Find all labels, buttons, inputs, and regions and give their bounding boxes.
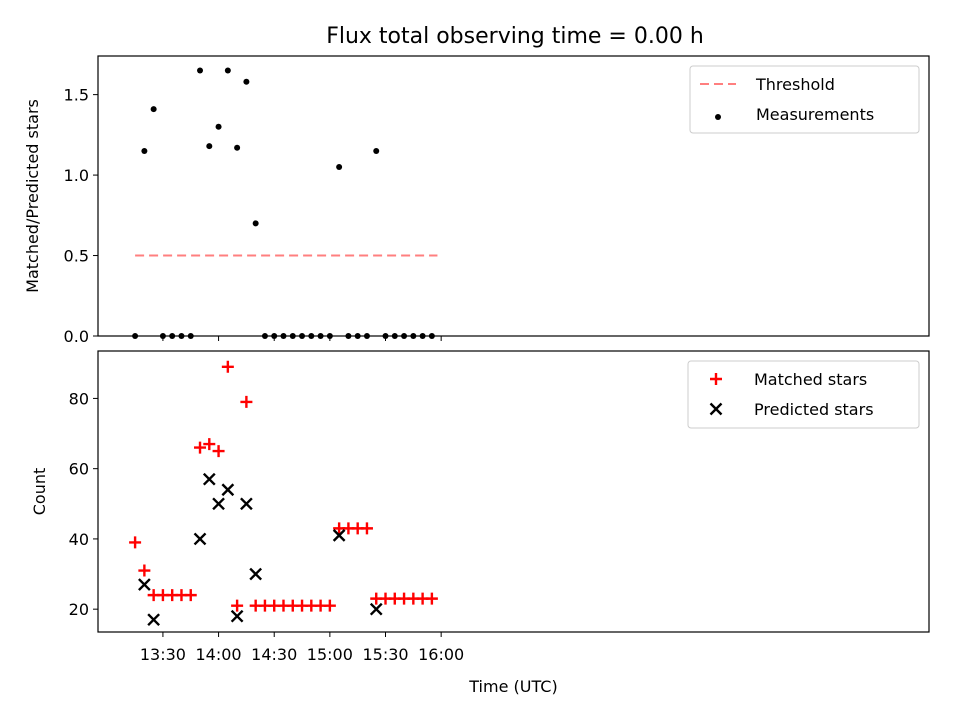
- y-tick-label: 1.5: [64, 86, 89, 105]
- measurement-point: [336, 164, 343, 171]
- measurement-point: [178, 333, 185, 339]
- measurement-point: [428, 333, 435, 339]
- predicted-star-point: [332, 529, 346, 542]
- measurement-point: [243, 78, 250, 85]
- y-axis-label: Matched/Predicted stars: [23, 99, 42, 293]
- measurement-point: [224, 67, 231, 74]
- y-tick-label: 80: [69, 389, 89, 408]
- measurement-point: [410, 333, 417, 339]
- y-tick-label: 40: [69, 530, 89, 549]
- y-tick-label: 1.0: [64, 166, 89, 185]
- legend-matched-swatch: [710, 373, 722, 385]
- x-tick-label: 15:30: [362, 645, 408, 664]
- matched-star-point: [221, 360, 234, 373]
- measurement-point: [391, 333, 398, 339]
- measurement-point: [141, 147, 148, 154]
- legend-measurement-swatch: [715, 114, 721, 120]
- x-tick-label: 14:30: [251, 645, 297, 664]
- x-tick-label: 13:30: [140, 645, 186, 664]
- legend-predicted-swatch: [709, 402, 723, 416]
- legend-box: [689, 65, 920, 134]
- measurement-point: [132, 333, 139, 339]
- legend-label: Matched stars: [754, 370, 867, 389]
- measurement-point: [197, 67, 204, 74]
- matched-star-point: [203, 438, 216, 451]
- predicted-star-point: [230, 609, 244, 623]
- predicted-star-point: [193, 532, 207, 546]
- measurement-point: [363, 333, 370, 339]
- y-tick-label: 0.0: [64, 327, 89, 346]
- measurement-point: [345, 333, 352, 339]
- measurement-point: [401, 333, 408, 339]
- predicted-star-point: [221, 483, 235, 497]
- measurement-point: [382, 333, 389, 339]
- predicted-star-point: [147, 613, 160, 627]
- measurement-point: [215, 123, 222, 130]
- top-subplot: 0.0 0.5 1.0 1.5 Matched/Predicted stars Thres…: [23, 55, 930, 346]
- axes-frame: [97, 55, 930, 337]
- measurement-point: [206, 143, 213, 150]
- measurement-point: [419, 333, 426, 339]
- x-tick-label: 14:00: [196, 645, 242, 664]
- measurement-point: [373, 147, 380, 154]
- measurement-point: [271, 333, 278, 339]
- predicted-star-point: [202, 472, 216, 486]
- matched-star-point: [212, 445, 225, 458]
- x-axis-label: Time (UTC): [468, 677, 557, 696]
- predicted-star-point: [240, 497, 253, 511]
- legend-label: Predicted stars: [754, 400, 874, 419]
- matched-star-point: [425, 592, 438, 605]
- measurement-point: [280, 333, 287, 339]
- matched-star-point: [360, 522, 373, 535]
- measurement-point: [289, 333, 296, 339]
- matched-star-point: [184, 589, 197, 602]
- measurement-point: [234, 144, 241, 151]
- chart-title: Flux total observing time = 0.00 h: [326, 24, 704, 49]
- predicted-star-point: [369, 602, 383, 616]
- measurement-point: [169, 333, 176, 339]
- measurement-point: [354, 333, 361, 339]
- measurement-point: [150, 106, 157, 113]
- measurement-point: [299, 333, 306, 339]
- y-tick-label: 20: [69, 600, 89, 619]
- measurement-point: [317, 333, 324, 339]
- bottom-subplot: 20 40 60 80 13:30 14:00 14:30 15:00 15:30 16:00 Co…: [30, 350, 930, 696]
- measurement-point: [261, 333, 268, 339]
- legend-label: Measurements: [756, 105, 874, 124]
- predicted-star-point: [138, 578, 151, 591]
- y-tick-label: 0.5: [64, 247, 89, 266]
- axes-frame: [97, 350, 930, 633]
- measurement-point: [252, 220, 259, 227]
- legend-label: Threshold: [755, 75, 835, 94]
- measurement-point: [159, 333, 166, 339]
- x-tick-label: 15:00: [307, 645, 353, 664]
- matched-star-point: [231, 599, 244, 612]
- measurement-point: [187, 333, 194, 339]
- y-tick-label: 60: [69, 460, 89, 479]
- matched-star-point: [240, 395, 253, 408]
- measurement-point: [308, 333, 315, 339]
- matched-star-point: [138, 564, 151, 577]
- y-axis-label: Count: [30, 468, 49, 516]
- matched-star-point: [194, 441, 207, 454]
- legend-box: [687, 360, 920, 429]
- measurement-point: [326, 333, 333, 339]
- predicted-star-point: [249, 567, 263, 581]
- matched-star-point: [323, 599, 336, 612]
- predicted-star-point: [212, 497, 225, 511]
- matched-star-point: [129, 536, 142, 549]
- x-tick-label: 16:00: [418, 645, 464, 664]
